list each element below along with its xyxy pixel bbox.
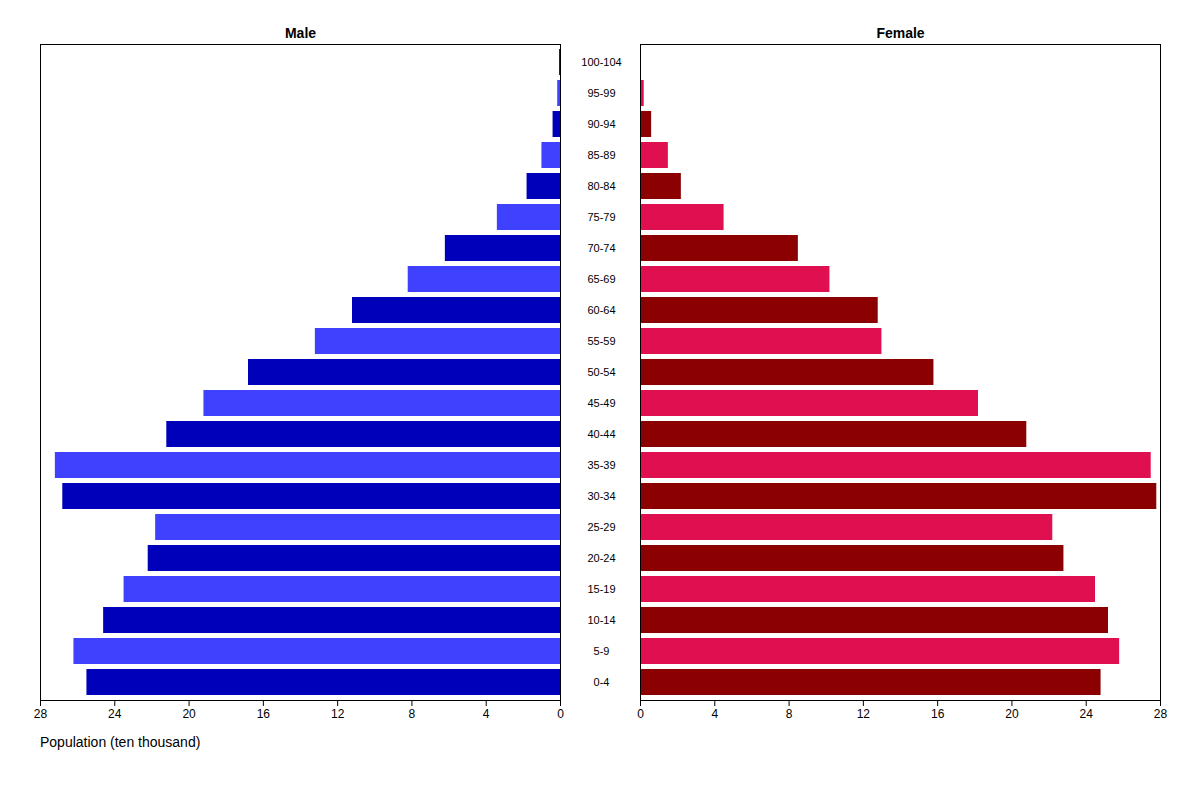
svg-text:15-19: 15-19 [587, 583, 615, 595]
svg-text:40-44: 40-44 [587, 428, 615, 440]
svg-text:20-24: 20-24 [587, 552, 615, 564]
svg-text:85-89: 85-89 [587, 149, 615, 161]
svg-text:30-34: 30-34 [587, 490, 615, 502]
svg-text:70-74: 70-74 [587, 242, 615, 254]
svg-text:25-29: 25-29 [587, 521, 615, 533]
svg-text:65-69: 65-69 [587, 273, 615, 285]
svg-text:90-94: 90-94 [587, 118, 615, 130]
svg-text:8: 8 [786, 707, 793, 721]
svg-text:50-54: 50-54 [587, 366, 615, 378]
svg-text:55-59: 55-59 [587, 335, 615, 347]
svg-text:4: 4 [711, 707, 718, 721]
svg-text:4: 4 [483, 707, 490, 721]
svg-text:35-39: 35-39 [587, 459, 615, 471]
svg-text:24: 24 [108, 707, 122, 721]
svg-text:80-84: 80-84 [587, 180, 615, 192]
svg-text:Male: Male [285, 25, 316, 41]
svg-text:0: 0 [557, 707, 564, 721]
svg-text:8: 8 [409, 707, 416, 721]
svg-text:Female: Female [876, 25, 924, 41]
svg-text:20: 20 [1005, 707, 1019, 721]
svg-text:60-64: 60-64 [587, 304, 615, 316]
svg-text:0-4: 0-4 [594, 676, 610, 688]
svg-text:45-49: 45-49 [587, 397, 615, 409]
svg-text:16: 16 [931, 707, 945, 721]
svg-text:28: 28 [1154, 707, 1168, 721]
svg-text:12: 12 [857, 707, 871, 721]
svg-text:12: 12 [331, 707, 345, 721]
svg-text:16: 16 [257, 707, 271, 721]
svg-text:5-9: 5-9 [594, 645, 610, 657]
svg-text:0: 0 [637, 707, 644, 721]
svg-text:28: 28 [34, 707, 48, 721]
svg-text:24: 24 [1080, 707, 1094, 721]
svg-text:10-14: 10-14 [587, 614, 615, 626]
svg-text:95-99: 95-99 [587, 87, 615, 99]
svg-text:100-104: 100-104 [581, 56, 621, 68]
html-text:Population (ten thousand): Population (ten thousand) [40, 734, 201, 750]
svg-text:20: 20 [182, 707, 196, 721]
svg-text:75-79: 75-79 [587, 211, 615, 223]
